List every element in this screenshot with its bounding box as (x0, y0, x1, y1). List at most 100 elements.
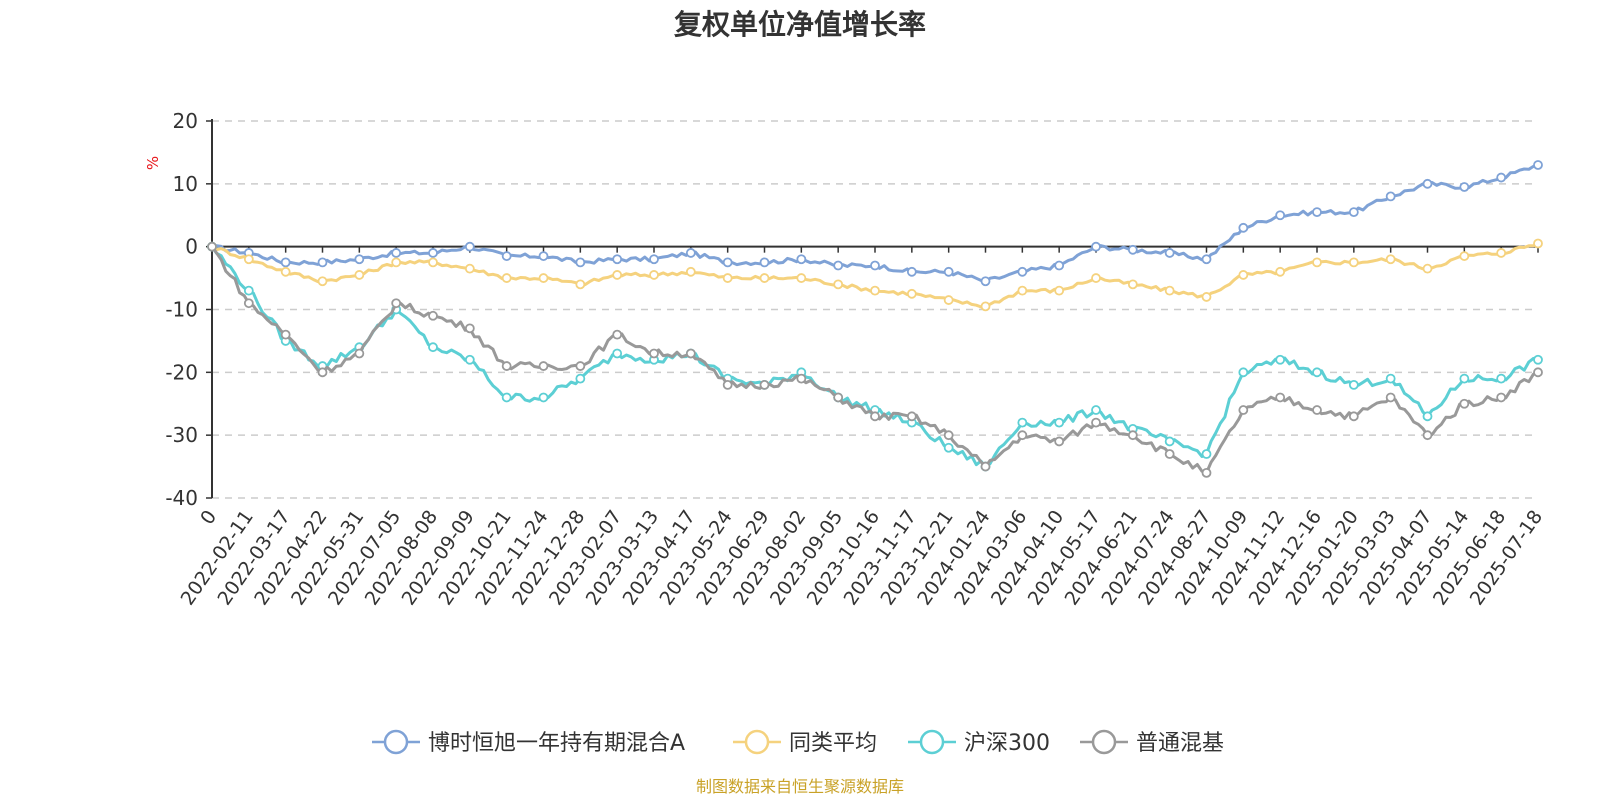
data-point (538, 273, 549, 283)
grid-lines (212, 120, 1538, 499)
data-point (1238, 367, 1249, 378)
data-point (538, 251, 549, 261)
data-point (1385, 191, 1396, 202)
legend-label: 普通混基 (1136, 731, 1224, 756)
data-point (833, 392, 844, 403)
legend-item[interactable]: 博时恒旭一年持有期混合A (372, 729, 685, 756)
data-point (833, 279, 844, 290)
y-tick-label: 10 (173, 172, 198, 196)
y-tick-label: 0 (185, 235, 198, 259)
data-point (980, 301, 991, 312)
data-point (280, 266, 291, 277)
data-point (243, 254, 254, 265)
data-point (722, 379, 733, 390)
legend-item[interactable]: 普通混基 (1080, 729, 1224, 756)
data-point (649, 254, 659, 265)
data-point (685, 348, 696, 359)
series-1 (207, 238, 1543, 312)
data-point (280, 329, 291, 340)
data-point (1201, 254, 1212, 265)
data-point (1422, 263, 1433, 274)
axes (206, 119, 1539, 499)
data-point (759, 273, 770, 283)
legend-swatch-icon (1091, 729, 1117, 755)
data-point (980, 276, 991, 287)
data-point (464, 323, 475, 334)
data-point (796, 254, 807, 265)
data-point (464, 354, 475, 365)
data-point (722, 273, 733, 283)
legend-label: 博时恒旭一年持有期混合A (428, 731, 685, 756)
legend-swatch-icon (383, 729, 409, 755)
data-point (1238, 270, 1249, 280)
data-point (796, 273, 807, 283)
data-point (870, 260, 880, 271)
y-tick-label: -40 (165, 486, 198, 510)
data-point (1459, 182, 1470, 192)
data-point (1091, 405, 1101, 415)
data-point (906, 266, 917, 277)
data-point (1054, 285, 1065, 296)
data-point (1164, 285, 1175, 296)
series-line (210, 245, 1539, 475)
y-axis-unit: % (144, 156, 162, 170)
series-lines (207, 160, 1543, 478)
data-point (1533, 238, 1543, 249)
data-point (612, 348, 623, 359)
data-point (1459, 398, 1470, 409)
data-point (317, 276, 328, 287)
data-point (538, 361, 549, 371)
data-point (428, 310, 438, 321)
data-point (943, 266, 954, 277)
data-point (870, 411, 880, 422)
data-point (354, 254, 365, 265)
data-point (428, 342, 438, 353)
data-point (1054, 417, 1065, 428)
data-point (1127, 430, 1138, 441)
data-point (317, 367, 328, 378)
legend-label: 沪深300 (964, 731, 1050, 756)
data-point (943, 442, 954, 453)
data-point (759, 257, 770, 268)
data-point (1091, 241, 1101, 252)
y-tick-label: -30 (165, 423, 198, 447)
data-point (501, 361, 512, 371)
data-point (1312, 405, 1322, 415)
series-line (210, 245, 1539, 469)
data-point (833, 260, 844, 271)
x-tick-label: 0 (196, 506, 221, 529)
legend-item[interactable]: 同类平均 (733, 729, 877, 756)
data-point (685, 266, 696, 277)
data-point (1164, 449, 1175, 459)
data-point (1348, 411, 1359, 422)
data-point (1127, 279, 1138, 290)
legend[interactable]: 博时恒旭一年持有期混合A 同类平均 沪深300 普通混基 (372, 729, 1224, 756)
data-point (1017, 417, 1028, 428)
data-point (1385, 373, 1396, 384)
data-point (1533, 367, 1543, 378)
data-point (1348, 379, 1359, 390)
data-point (501, 392, 512, 403)
data-point (538, 392, 549, 403)
data-point (1385, 392, 1396, 403)
legend-item[interactable]: 沪深300 (908, 729, 1050, 756)
data-point (943, 430, 954, 441)
data-point (1496, 248, 1507, 258)
data-point (1422, 430, 1433, 441)
data-point (943, 295, 954, 305)
y-tick-labels: -40 -30 -20 -10 0 10 20 (165, 109, 198, 510)
data-point (501, 273, 512, 283)
data-point (1422, 411, 1433, 422)
y-tick-label: -20 (165, 360, 198, 384)
data-point (649, 270, 659, 280)
data-point (1459, 251, 1470, 261)
data-point (464, 241, 475, 252)
data-point (1054, 436, 1065, 447)
data-point (1496, 373, 1507, 384)
data-point (1017, 266, 1028, 277)
data-point (464, 263, 475, 274)
source-note: 制图数据来自恒生聚源数据库 (696, 777, 904, 796)
data-point (612, 329, 623, 340)
data-point (1533, 354, 1543, 365)
